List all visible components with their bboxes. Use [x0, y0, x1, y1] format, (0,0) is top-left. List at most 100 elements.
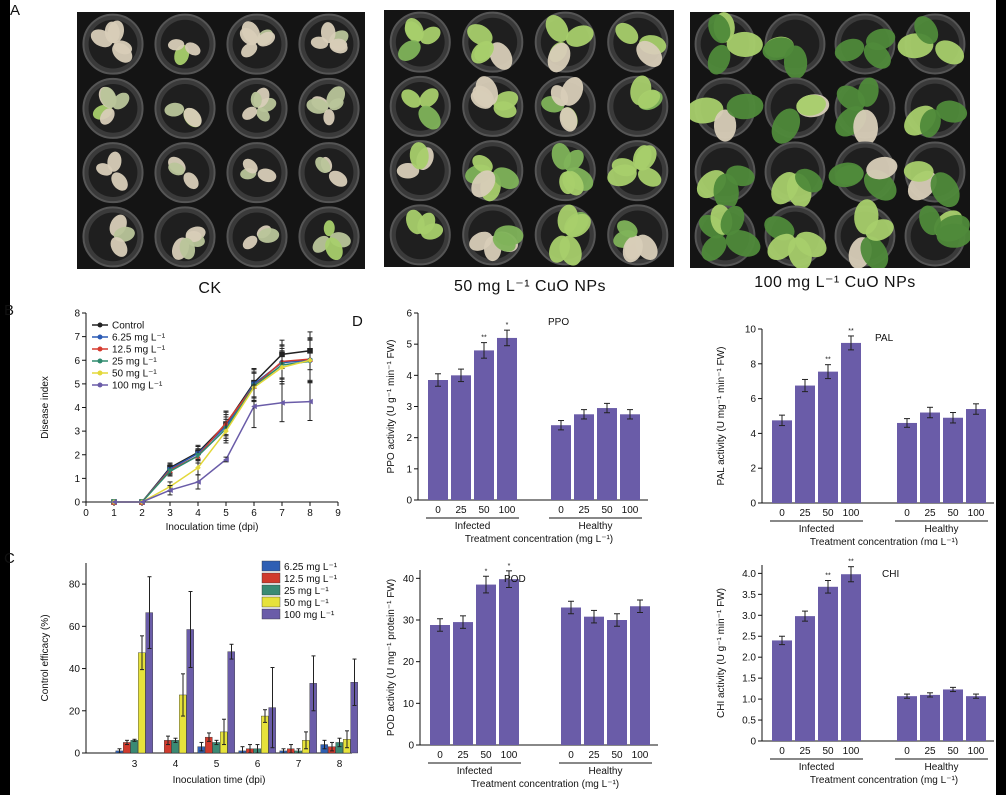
- group-label: Healthy: [579, 521, 613, 532]
- group-label: Healthy: [925, 762, 959, 773]
- group-label: Infected: [455, 521, 491, 532]
- data-point: [307, 398, 313, 405]
- y-tick-label: 1.0: [742, 695, 756, 706]
- bar: [451, 375, 471, 500]
- y-tick-label: 10: [403, 699, 415, 710]
- y-tick-label: 1: [74, 474, 80, 485]
- x-axis-label: Treatment concentration (mg L⁻¹): [471, 779, 619, 790]
- leaf: [110, 236, 128, 257]
- legend-marker: [97, 382, 103, 388]
- significance-mark: *: [485, 568, 488, 575]
- x-tick-label: 7: [279, 508, 285, 519]
- y-tick-label: 5: [74, 379, 80, 390]
- soil: [232, 83, 282, 133]
- leaf: [559, 107, 578, 132]
- leaf: [168, 162, 185, 176]
- leaf: [489, 42, 513, 70]
- leaf: [726, 31, 763, 57]
- x-tick-label: 50: [947, 746, 959, 757]
- leaf: [320, 22, 336, 44]
- y-tick-label: 2.0: [742, 653, 756, 664]
- leaf: [420, 26, 441, 45]
- leaf: [104, 21, 120, 44]
- leaf: [185, 42, 201, 56]
- leaf: [795, 168, 823, 193]
- leaf: [836, 85, 866, 111]
- y-tick-label: 3: [406, 402, 412, 413]
- leaf: [720, 205, 745, 236]
- x-tick-label: 50: [822, 746, 834, 757]
- x-axis-label: Treatment concentration (mg L⁻¹): [810, 537, 958, 545]
- leaf: [179, 237, 196, 260]
- leaf: [409, 142, 429, 170]
- bar: [943, 417, 963, 503]
- leaf: [493, 101, 517, 118]
- series-line: [114, 400, 311, 503]
- leaf: [725, 230, 761, 257]
- x-tick-label: 50: [478, 505, 490, 516]
- x-tick-label: 25: [924, 508, 936, 519]
- chart-title: PPO: [548, 317, 569, 328]
- leaf: [713, 109, 737, 142]
- bar: [607, 620, 627, 745]
- x-tick-label: 0: [437, 750, 443, 761]
- bar: [772, 420, 792, 503]
- leaf: [636, 40, 663, 67]
- y-tick-label: 7: [74, 332, 80, 343]
- leaf: [611, 158, 637, 177]
- leaf: [563, 149, 584, 172]
- x-tick-label: 7: [296, 759, 302, 770]
- bar: [453, 622, 473, 745]
- x-tick-label: 5: [223, 508, 229, 519]
- y-axis-label: CHI activity (U g⁻¹ min⁻¹ FW): [716, 588, 727, 718]
- leaf: [315, 156, 331, 174]
- leaf: [467, 24, 493, 46]
- leaf: [545, 15, 569, 43]
- leaf: [396, 163, 420, 179]
- group-label: Infected: [799, 524, 835, 535]
- leaf: [475, 76, 499, 106]
- bar: [841, 574, 861, 741]
- legend-label: Control: [112, 321, 144, 332]
- x-tick-label: 25: [799, 508, 811, 519]
- leaf: [242, 235, 258, 250]
- x-tick-label: 25: [457, 750, 469, 761]
- data-point: [307, 357, 313, 364]
- x-tick-label: 0: [904, 508, 910, 519]
- y-tick-label: 40: [403, 574, 415, 585]
- x-tick-label: 25: [924, 746, 936, 757]
- data-point: [223, 428, 229, 434]
- x-tick-label: 25: [588, 750, 600, 761]
- x-tick-label: 4: [173, 759, 179, 770]
- photo-caption-100mg: 100 mg L⁻¹ CuO NPs: [754, 274, 916, 291]
- leaf: [107, 151, 122, 172]
- y-tick-label: 8: [74, 309, 80, 320]
- data-point: [195, 479, 201, 485]
- bar: [551, 425, 571, 500]
- x-tick-label: 0: [779, 746, 785, 757]
- leaf: [469, 231, 493, 251]
- data-point: [167, 487, 173, 493]
- panel-letter-a: A: [10, 2, 21, 19]
- significance-mark: **: [848, 559, 854, 566]
- leaf: [310, 36, 329, 49]
- photo-50mg: [384, 10, 674, 267]
- y-tick-label: 1: [406, 464, 412, 475]
- x-tick-label: 100: [501, 750, 518, 761]
- legend-marker: [97, 322, 103, 328]
- data-point: [195, 464, 201, 471]
- y-tick-label: 3.5: [742, 590, 756, 601]
- significance-mark: **: [481, 335, 487, 342]
- x-tick-label: 25: [455, 505, 467, 516]
- leaf: [914, 16, 939, 44]
- x-tick-label: 100: [632, 750, 649, 761]
- x-axis-label: Treatment concentration (mg L⁻¹): [810, 775, 958, 786]
- leaf: [690, 97, 724, 124]
- y-tick-label: 6: [74, 356, 80, 367]
- legend-label: 25 mg L⁻¹: [284, 586, 329, 597]
- legend-marker: [97, 346, 103, 352]
- leaf: [257, 31, 276, 47]
- y-tick-label: 4.0: [742, 569, 756, 580]
- leaf: [183, 107, 202, 127]
- leaf: [919, 205, 942, 236]
